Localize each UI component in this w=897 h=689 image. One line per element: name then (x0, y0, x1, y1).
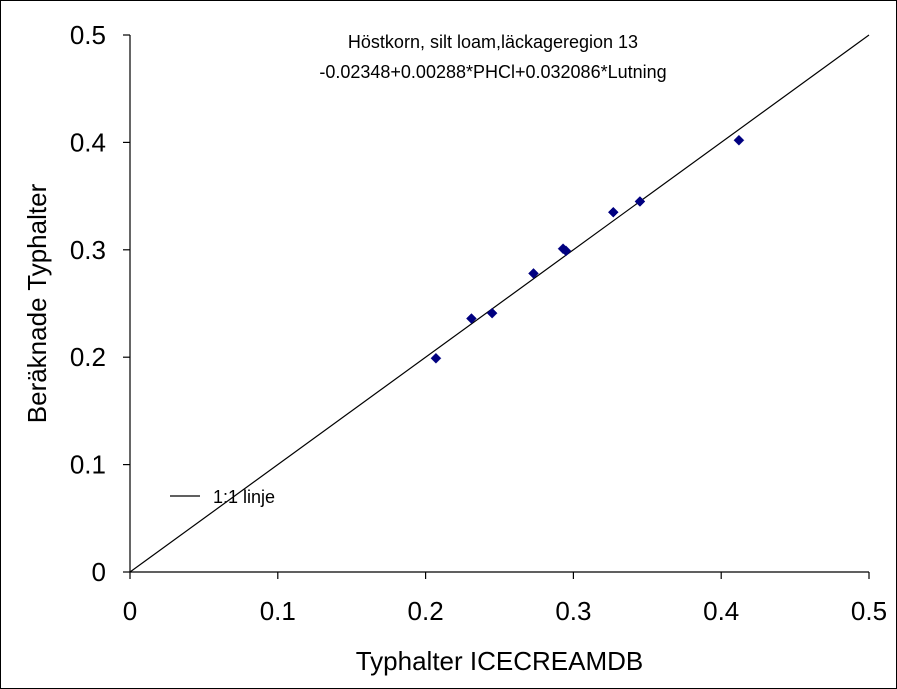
legend-label: 1:1 linje (213, 487, 275, 507)
x-tick-label: 0.1 (260, 596, 296, 626)
data-points (430, 134, 745, 364)
x-tick-label: 0.2 (408, 596, 444, 626)
data-point (466, 313, 477, 324)
y-tick-label: 0.1 (70, 450, 106, 480)
data-point (607, 206, 619, 218)
chart-equation: -0.02348+0.00288*PHCl+0.032086*Lutning (319, 62, 666, 82)
data-point (733, 134, 745, 146)
data-point (634, 196, 646, 207)
data-point (560, 245, 572, 257)
y-axis-title: Beräknade Typhalter (22, 183, 52, 423)
chart-title: Höstkorn, silt loam,läckageregion 13 (348, 32, 638, 52)
y-tick-label: 0.3 (70, 235, 106, 265)
y-tick-label: 0.4 (70, 127, 106, 157)
y-tick-label: 0.2 (70, 342, 106, 372)
reference-line-1to1 (129, 34, 870, 573)
x-axis-title: Typhalter ICECREAMDB (356, 646, 644, 676)
y-axis-ticks: 0 0.1 0.2 0.3 0.4 0.5 (70, 20, 130, 587)
y-tick-label: 0 (92, 557, 106, 587)
x-tick-label: 0 (123, 596, 137, 626)
x-tick-label: 0.3 (555, 596, 591, 626)
x-tick-label: 0.5 (851, 596, 887, 626)
x-axis-ticks: 0 0.1 0.2 0.3 0.4 0.5 (123, 572, 887, 626)
data-point (430, 352, 442, 364)
y-tick-label: 0.5 (70, 20, 106, 50)
data-point (528, 268, 539, 279)
x-tick-label: 0.4 (703, 596, 739, 626)
data-point (486, 307, 498, 319)
